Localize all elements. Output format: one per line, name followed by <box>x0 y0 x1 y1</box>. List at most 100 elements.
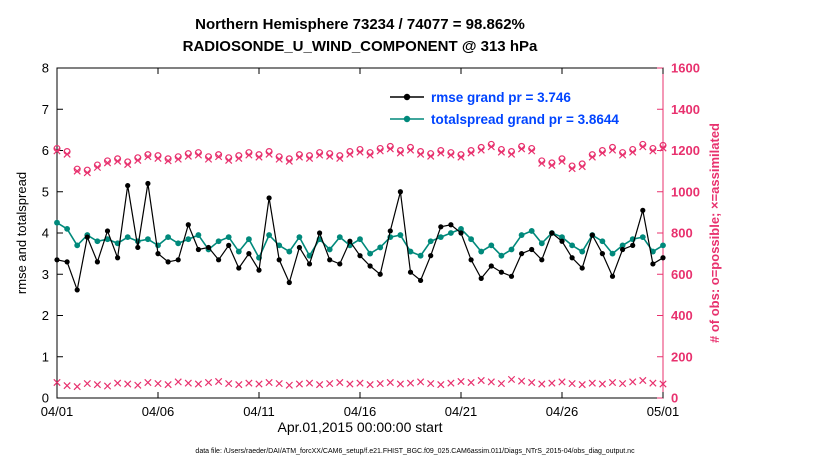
n_bottom-marker <box>326 379 334 388</box>
totalspread-marker <box>498 252 505 259</box>
totalspread-marker <box>104 236 111 243</box>
n_assimilated-marker <box>346 150 354 158</box>
n_assimilated-marker <box>154 154 162 162</box>
rmse-series <box>54 180 666 293</box>
x-axis-label: Apr.01,2015 00:00:00 start <box>277 419 443 435</box>
rmse-marker <box>569 255 575 261</box>
n_assimilated-marker <box>396 149 405 157</box>
totalspread-marker <box>427 238 434 245</box>
rmse-marker <box>185 222 191 228</box>
n_assimilated-marker <box>305 154 314 162</box>
n_bottom-marker <box>538 380 546 388</box>
rmse-marker <box>145 180 151 187</box>
n_bottom-marker <box>608 378 617 387</box>
totalspread-marker <box>367 250 373 257</box>
n_assimilated-marker <box>366 151 374 159</box>
rmse-marker <box>175 257 181 263</box>
legend-label-rmse: rmse grand pr = 3.746 <box>431 89 571 105</box>
totalspread-marker <box>609 250 616 257</box>
rmse-marker <box>347 238 353 244</box>
rmse-marker <box>660 255 666 261</box>
rmse-marker <box>519 251 525 257</box>
n_bottom-marker <box>356 379 364 387</box>
rmse-marker <box>387 228 393 234</box>
n_assimilated-marker <box>315 151 324 159</box>
totalspread-marker <box>538 240 545 247</box>
n_bottom-marker <box>406 379 415 387</box>
totalspread-marker <box>458 225 464 232</box>
rmse-marker <box>468 257 474 263</box>
n_assimilated-marker <box>113 157 122 165</box>
right-y-tick-label: 1200 <box>671 143 700 158</box>
rmse-marker <box>397 189 403 195</box>
n_possible-series <box>53 140 667 174</box>
right-y-tick-label: 800 <box>671 226 693 241</box>
n_bottom-marker <box>346 380 354 388</box>
n_assimilated-marker <box>386 145 394 153</box>
n_bottom-series <box>53 375 667 391</box>
n_assimilated-marker <box>326 152 334 160</box>
rmse-marker <box>125 182 131 189</box>
right-y-tick-label: 1000 <box>671 184 700 199</box>
x-tick-label: 04/11 <box>243 404 275 419</box>
n_bottom-marker <box>124 380 132 388</box>
n_assimilated-marker <box>477 146 485 154</box>
rmse-marker <box>630 242 636 248</box>
totalspread-marker <box>417 252 424 259</box>
rmse-marker <box>589 232 595 238</box>
totalspread-marker <box>377 244 384 251</box>
n_assimilated-marker <box>497 148 506 156</box>
rmse-marker <box>640 207 646 213</box>
rmse-marker <box>488 263 494 269</box>
totalspread-marker <box>488 242 495 249</box>
totalspread-marker <box>266 232 272 238</box>
n_assimilated-marker <box>659 144 667 152</box>
n_bottom-marker <box>618 379 627 388</box>
x-tick-label: 04/26 <box>546 404 579 419</box>
totalspread-marker <box>124 234 131 241</box>
rmse-marker <box>508 273 515 279</box>
n_bottom-marker <box>214 377 223 386</box>
n_assimilated-marker <box>548 161 556 169</box>
n_assimilated-marker <box>578 162 586 171</box>
n_bottom-marker <box>255 380 263 388</box>
left-y-tick-label: 0 <box>42 391 49 406</box>
rmse-marker <box>650 261 656 267</box>
n_bottom-marker <box>204 378 213 387</box>
n_bottom-marker <box>73 383 81 391</box>
rmse-marker <box>448 222 454 228</box>
rmse-marker <box>367 263 373 269</box>
n_assimilated-marker <box>225 156 233 165</box>
n_assimilated-marker <box>336 154 344 162</box>
totalspread-marker <box>54 219 60 226</box>
totalspread-marker <box>468 236 474 243</box>
n_bottom-marker <box>487 378 495 386</box>
n_bottom-marker <box>437 380 445 389</box>
rmse-marker <box>94 259 100 265</box>
n_assimilated-marker <box>528 147 536 155</box>
n_assimilated-marker <box>457 153 465 161</box>
n_assimilated-marker <box>437 149 445 157</box>
rmse-marker <box>609 273 616 279</box>
totalspread-marker <box>246 236 252 243</box>
plot-title-stats: Northern Hemisphere 73234 / 74077 = 98.8… <box>195 16 525 33</box>
rmse-marker <box>115 255 121 261</box>
x-tick-label: 05/01 <box>647 404 680 419</box>
totalspread-marker <box>478 248 485 255</box>
legend: rmse grand pr = 3.746 totalspread grand … <box>390 86 619 130</box>
right-y-axis-label: # of obs: o=possible; ×=assimilated <box>707 123 722 343</box>
right-y-tick-label: 0 <box>671 391 678 406</box>
n_bottom-marker <box>639 376 647 385</box>
totalspread-series <box>54 219 666 261</box>
n_bottom-marker <box>184 379 192 387</box>
x-tick-label: 04/21 <box>445 404 478 419</box>
totalspread-marker <box>336 234 343 241</box>
n_bottom-marker <box>53 378 61 387</box>
rmse-marker <box>620 246 626 253</box>
totalspread-marker <box>296 234 303 241</box>
rmse-marker <box>135 244 141 251</box>
rmse-marker <box>599 251 606 257</box>
rmse-line-marker-icon <box>390 93 424 101</box>
rmse-marker <box>317 230 323 236</box>
